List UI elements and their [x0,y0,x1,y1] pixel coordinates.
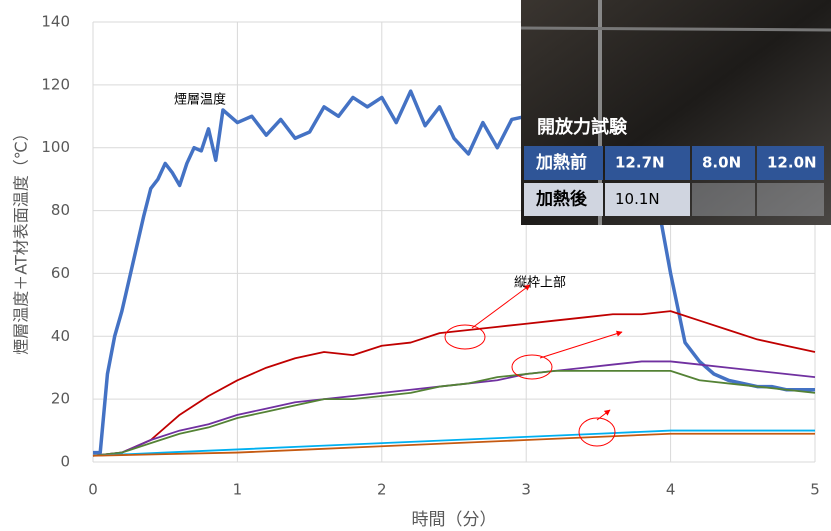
table-cell-text: 8.0N [702,154,741,172]
x-tick-label: 3 [521,481,531,499]
annotations [445,285,622,446]
photo-detail [521,28,831,30]
y-tick-label: 60 [51,264,70,282]
table-cell-text: 12.0N [767,154,817,172]
arrow [472,285,530,328]
table-cell-text: 加熱後 [535,189,588,210]
series-line [93,361,815,455]
series-label: 煙層温度 [174,92,226,108]
y-axis-title: 煙層温度＋AT材表面温度（℃） [12,125,31,354]
table-cell [757,183,824,216]
x-tick-label: 2 [377,481,387,499]
x-axis-title: 時間（分） [412,510,497,530]
table-title: 開放力試験 [537,116,628,138]
x-tick-label: 0 [88,481,98,499]
y-tick-label: 80 [51,201,70,219]
y-tick-label: 40 [51,327,70,345]
y-tick-label: 0 [60,453,70,471]
ellipse [512,355,552,379]
y-tick-label: 140 [41,13,70,31]
x-tick-label: 5 [810,481,820,499]
photo: 開放力試験 加熱前 12.7N 8.0N 12.0N 加熱後 10.1N [521,0,831,225]
series-line [93,434,815,456]
y-tick-label: 20 [51,390,70,408]
y-tick-label: 100 [41,138,70,156]
y-tick-label: 120 [41,75,70,93]
table-cell [692,183,755,216]
series-label: 縦枠上部 [514,276,566,291]
ellipse [445,325,485,349]
table-cell-text: 加熱前 [535,152,587,173]
table-cell-text: 12.7N [615,154,665,172]
ellipse [579,418,615,446]
x-tick-label: 1 [233,481,243,499]
x-tick-label: 4 [666,481,676,499]
table-cell-text: 10.1N [615,190,660,208]
chart: 0 20 40 60 80 100 120 140 0 1 2 3 4 5 煙層温度縦枠上部 煙層温度＋A… [0,0,831,531]
